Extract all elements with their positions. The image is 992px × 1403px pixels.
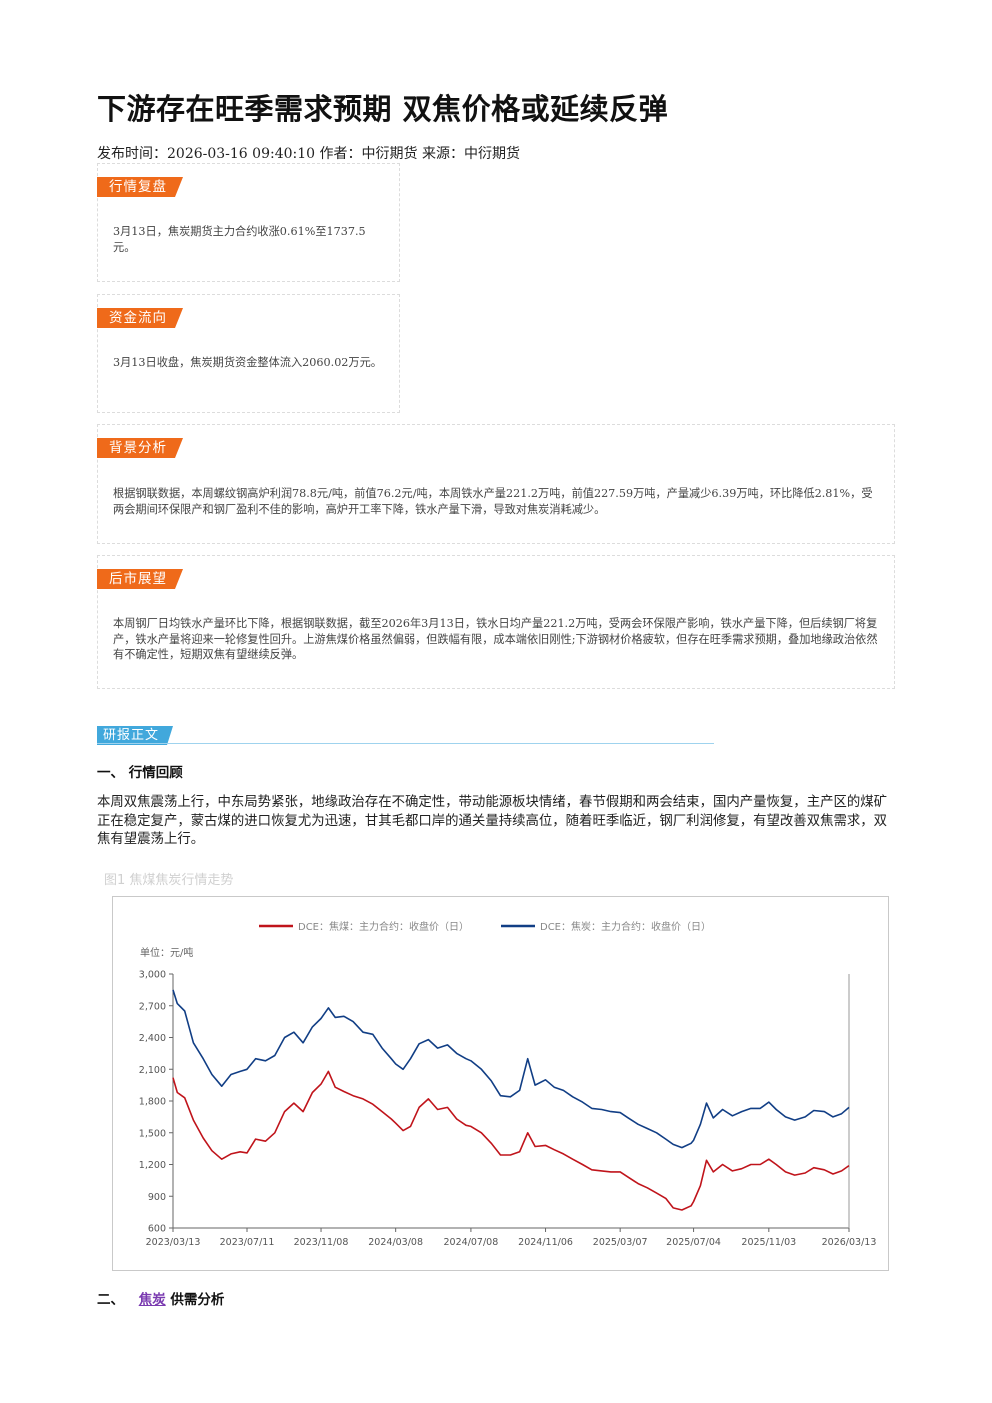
article-meta: 发布时间：2026-03-16 09:40:10 作者：中衍期货 来源：中衍期货 [97, 146, 520, 162]
y-tick-label: 1,500 [139, 1128, 166, 1139]
y-tick-label: 2,700 [139, 1001, 166, 1012]
x-tick-label: 2023/07/11 [220, 1237, 275, 1248]
report-body-tag: 研报正文 [97, 726, 173, 745]
x-tick-label: 2024/11/06 [518, 1237, 573, 1248]
chart-axes: 3,000 2,700 2,400 2,100 1,800 1,500 1,200 900 60… [139, 970, 877, 1249]
market-review-box: 行情复盘 3月13日，焦炭期货主力合约收涨0.61%至1737.5元。 [97, 163, 400, 282]
x-tick-label: 2025/03/07 [593, 1237, 648, 1248]
y-tick-label: 900 [148, 1192, 166, 1203]
chart-lines [172, 989, 850, 1211]
x-tick-label: 2024/07/08 [444, 1237, 499, 1248]
section-heading-suffix: 供需分析 [170, 1292, 225, 1308]
capital-flow-text: 3月13日收盘，焦炭期货资金整体流入2060.02万元。 [113, 356, 382, 369]
background-analysis-tag: 背景分析 [97, 438, 183, 458]
price-chart: DCE：焦煤：主力合约：收盘价（日） DCE：焦炭：主力合约：收盘价（日） 单位… [112, 896, 889, 1271]
outlook-tag: 后市展望 [97, 569, 183, 589]
x-tick-label: 2023/11/08 [294, 1237, 349, 1248]
background-analysis-box: 背景分析 根据钢联数据，本周螺纹钢高炉利润78.8元/吨，前值76.2元/吨，本… [97, 424, 895, 544]
y-tick-label: 600 [148, 1224, 166, 1235]
legend-label-coke: DCE：焦炭：主力合约：收盘价（日） [540, 920, 711, 933]
y-tick-label: 2,100 [139, 1065, 166, 1076]
x-tick-label: 2024/03/08 [368, 1237, 423, 1248]
series-line-coke [172, 989, 850, 1149]
y-tick-label: 2,400 [139, 1033, 166, 1044]
coke-link[interactable]: 焦炭 [138, 1292, 166, 1308]
outlook-text: 本周钢厂日均铁水产量环比下降，根据钢联数据，截至2026年3月13日，铁水日均产… [113, 617, 878, 661]
chart-unit-label: 单位：元/吨 [140, 946, 193, 959]
x-tick-label: 2025/11/03 [741, 1237, 796, 1248]
price-chart-svg: DCE：焦煤：主力合约：收盘价（日） DCE：焦炭：主力合约：收盘价（日） 单位… [139, 920, 877, 1249]
legend-label-coking-coal: DCE：焦煤：主力合约：收盘价（日） [298, 920, 469, 933]
outlook-box: 后市展望 本周钢厂日均铁水产量环比下降，根据钢联数据，截至2026年3月13日，… [97, 555, 895, 689]
review-paragraph: 本周双焦震荡上行，中东局势紧张，地缘政治存在不确定性，带动能源板块情绪，春节假期… [97, 795, 888, 847]
section-heading-review: 一、 行情回顾 [97, 765, 183, 781]
y-tick-label: 1,800 [139, 1097, 166, 1108]
y-tick-label: 1,200 [139, 1160, 166, 1171]
x-tick-label: 2023/03/13 [146, 1237, 201, 1248]
series-line-coking-coal [172, 1070, 850, 1211]
market-review-tag: 行情复盘 [97, 177, 183, 197]
article-title: 下游存在旺季需求预期 双焦价格或延续反弹 [97, 92, 669, 126]
market-review-text: 3月13日，焦炭期货主力合约收涨0.61%至1737.5元。 [113, 225, 366, 254]
background-analysis-text: 根据钢联数据，本周螺纹钢高炉利润78.8元/吨，前值76.2元/吨，本周铁水产量… [113, 487, 873, 516]
x-tick-label: 2025/07/04 [666, 1237, 721, 1248]
section-heading-prefix: 二、 [97, 1292, 124, 1308]
chart-legend: DCE：焦煤：主力合约：收盘价（日） DCE：焦炭：主力合约：收盘价（日） [259, 920, 711, 933]
figure-caption: 图1 焦煤焦炭行情走势 [104, 873, 234, 888]
report-body-divider [97, 743, 714, 744]
x-tick-label: 2026/03/13 [822, 1237, 877, 1248]
y-tick-label: 3,000 [139, 970, 166, 981]
capital-flow-box: 资金流向 3月13日收盘，焦炭期货资金整体流入2060.02万元。 [97, 294, 400, 413]
section-heading-supply-demand: 二、 焦炭 供需分析 [97, 1288, 224, 1308]
capital-flow-tag: 资金流向 [97, 308, 183, 328]
